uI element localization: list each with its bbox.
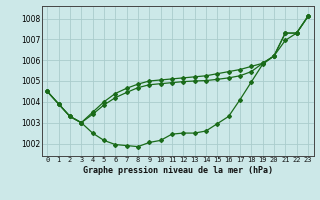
X-axis label: Graphe pression niveau de la mer (hPa): Graphe pression niveau de la mer (hPa) bbox=[83, 166, 273, 175]
